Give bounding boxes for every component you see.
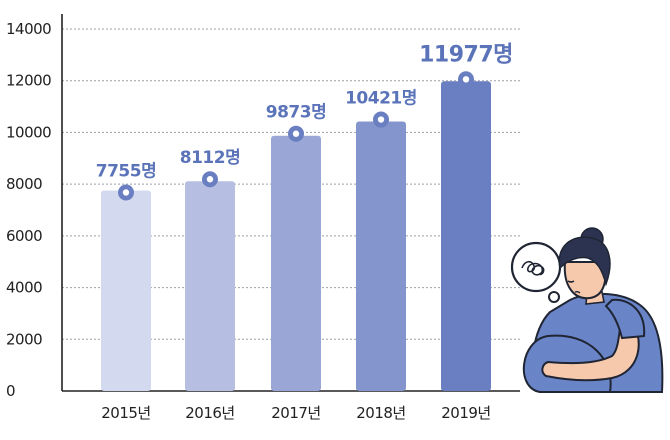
data-label: 11977명 — [419, 42, 513, 67]
pregnant-woman-worried-icon — [510, 227, 664, 393]
y-tick-label: 10000 — [6, 123, 51, 141]
y-tick-label: 0 — [6, 382, 15, 400]
data-label: 10421명 — [345, 89, 417, 109]
bar-marker-center — [122, 189, 130, 196]
y-tick-label: 8000 — [6, 175, 42, 193]
data-label: 7755명 — [96, 161, 156, 181]
data-label: 8112명 — [180, 148, 240, 168]
y-tick-label: 14000 — [6, 20, 51, 38]
y-tick-label: 4000 — [6, 279, 42, 297]
bars: 7755명 8112명 9873명 10421명 11977명 — [96, 42, 513, 392]
bar — [101, 190, 151, 391]
x-tick-label: 2019년 — [441, 404, 490, 422]
bar-marker-center — [377, 116, 385, 123]
bar — [441, 81, 491, 392]
x-tick-label: 2017년 — [271, 404, 320, 422]
bar — [271, 135, 321, 391]
x-tick-label: 2018년 — [356, 404, 405, 422]
y-tick-label: 12000 — [6, 72, 51, 90]
bar-marker-center — [206, 176, 214, 183]
bar — [356, 121, 406, 391]
y-tick-label: 6000 — [6, 227, 42, 245]
bar-marker-center — [292, 130, 300, 137]
y-tick-label: 2000 — [6, 330, 42, 348]
data-label: 9873명 — [266, 103, 326, 123]
x-tick-label: 2016년 — [185, 404, 234, 422]
bar — [185, 181, 235, 391]
x-axis-labels: 2015년 2016년 2017년 2018년 2019년 — [101, 404, 491, 422]
x-tick-label: 2015년 — [101, 404, 150, 422]
bar-marker-center — [462, 76, 470, 83]
